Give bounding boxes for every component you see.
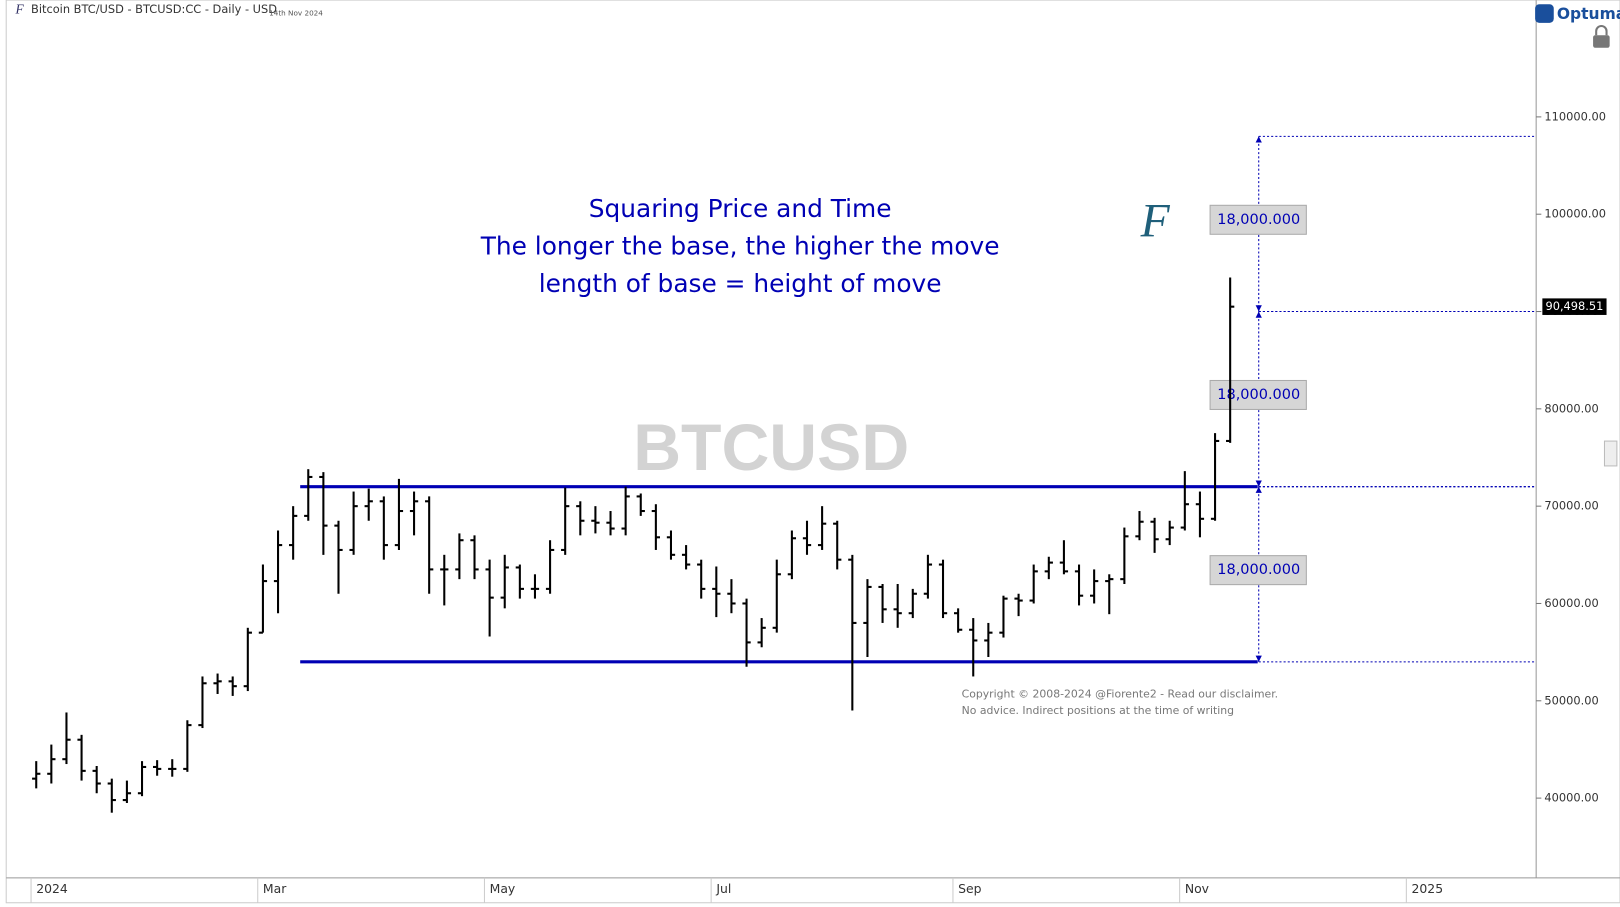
move-label: 18,000.000 (1217, 387, 1300, 403)
brand-icon (1535, 4, 1554, 23)
x-tick-label: Mar (263, 881, 287, 896)
side-toggle[interactable] (1603, 440, 1618, 467)
arrow-head (1255, 480, 1262, 487)
move-label-box (1209, 555, 1307, 586)
y-tick-label: 110000.00 (1544, 109, 1606, 123)
x-tick-label: Sep (958, 881, 982, 896)
x-tick-label: 2024 (36, 881, 68, 896)
copyright: No advice. Indirect positions at the tim… (962, 704, 1234, 717)
annotation: Squaring Price and Time (589, 194, 892, 223)
arrow-head (1255, 311, 1262, 318)
y-tick-label: 40000.00 (1544, 791, 1598, 805)
x-tick-label: Jul (715, 881, 731, 896)
move-label: 18,000.000 (1217, 212, 1300, 228)
last-price-label: 90,498.51 (1545, 299, 1603, 313)
move-label-box (1209, 379, 1307, 410)
watermark: BTCUSD (633, 411, 909, 485)
chart-date: 14th Nov 2024 (269, 9, 323, 18)
move-label-box (1209, 204, 1307, 235)
logo-mark: F (1140, 196, 1171, 248)
arrow-head (1255, 655, 1262, 662)
frame (5, 0, 1620, 904)
chart-title: Bitcoin BTC/USD - BTCUSD:CC - Daily - US… (31, 2, 277, 16)
copyright: Copyright © 2008-2024 @Fiorente2 - Read … (962, 688, 1279, 701)
arrow-head (1255, 486, 1262, 493)
y-tick-label: 50000.00 (1544, 693, 1598, 707)
y-tick-label: 100000.00 (1544, 207, 1606, 221)
y-tick-label: 60000.00 (1544, 596, 1598, 610)
annotation: The longer the base, the higher the move (480, 232, 1000, 261)
annotation: length of base = height of move (539, 269, 942, 298)
logo-icon: F (15, 2, 25, 17)
y-tick-label: 80000.00 (1544, 401, 1598, 415)
lock-shackle (1595, 25, 1608, 36)
x-tick-label: May (490, 881, 516, 896)
move-label: 18,000.000 (1217, 562, 1300, 578)
brand: Optuma (1557, 5, 1620, 23)
x-tick-label: 2025 (1412, 881, 1444, 896)
y-tick-label: 70000.00 (1544, 499, 1598, 513)
lock-icon[interactable] (1593, 35, 1610, 48)
arrow-head (1255, 305, 1262, 312)
last-price-box (1542, 298, 1607, 315)
x-tick-label: Nov (1185, 881, 1209, 896)
arrow-head (1255, 136, 1262, 143)
